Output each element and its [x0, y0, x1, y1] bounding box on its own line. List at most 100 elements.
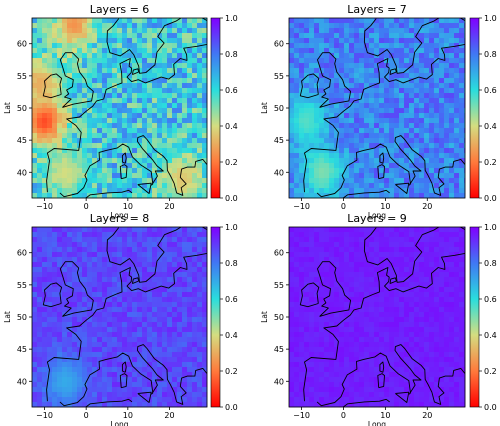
heatmap-cell	[192, 18, 198, 24]
heatmap-cell	[369, 247, 375, 253]
heatmap-cell	[384, 193, 390, 199]
heatmap-cell	[162, 88, 168, 94]
heatmap-cell	[122, 322, 128, 328]
heatmap-cell	[309, 18, 315, 24]
coastline	[379, 152, 385, 164]
heatmap-cell	[42, 43, 48, 49]
heatmap-cell	[434, 33, 440, 39]
heatmap-cell	[409, 78, 415, 84]
heatmap-cell	[309, 282, 315, 288]
heatmap-cell	[344, 158, 350, 164]
heatmap-cell	[162, 322, 168, 328]
heatmap-cell	[147, 312, 153, 318]
heatmap-cell	[389, 123, 395, 129]
heatmap-cell	[324, 367, 330, 373]
heatmap-cell	[354, 267, 360, 273]
heatmap-cell	[202, 133, 208, 139]
heatmap-cell	[127, 342, 133, 348]
heatmap-cell	[364, 128, 370, 134]
heatmap-cell	[294, 53, 300, 59]
heatmap-cell	[132, 382, 138, 388]
heatmap-cell	[112, 267, 118, 273]
heatmap-cell	[419, 138, 425, 144]
heatmap-cell	[167, 78, 173, 84]
heatmap-cell	[72, 352, 78, 358]
heatmap-cell	[132, 237, 138, 243]
heatmap-cell	[449, 78, 455, 84]
heatmap-cell	[359, 193, 365, 199]
heatmap-cell	[172, 317, 178, 323]
heatmap-cell	[147, 48, 153, 54]
heatmap-cell	[82, 262, 88, 268]
heatmap-cell	[429, 153, 435, 159]
heatmap-cell	[324, 28, 330, 34]
heatmap-cell	[379, 377, 385, 383]
heatmap-cell	[182, 58, 188, 64]
heatmap-cell	[394, 372, 400, 378]
heatmap-cell	[379, 78, 385, 84]
heatmap-cell	[127, 327, 133, 333]
heatmap-cell	[82, 83, 88, 89]
heatmap-cell	[379, 397, 385, 403]
heatmap-cell	[187, 332, 193, 338]
heatmap-cell	[379, 188, 385, 194]
heatmap-cell	[32, 83, 38, 89]
heatmap-cell	[364, 367, 370, 373]
heatmap-cell	[132, 292, 138, 298]
heatmap-cell	[72, 332, 78, 338]
heatmap-cell	[294, 83, 300, 89]
heatmap-cell	[359, 98, 365, 104]
heatmap-cell	[197, 73, 203, 79]
heatmap-cell	[444, 33, 450, 39]
heatmap-cell	[419, 133, 425, 139]
heatmap-cell	[384, 257, 390, 263]
heatmap-cell	[202, 153, 208, 159]
heatmap-cell	[409, 342, 415, 348]
heatmap-cell	[202, 63, 208, 69]
heatmap-cell	[102, 367, 108, 373]
heatmap-cell	[62, 53, 68, 59]
heatmap-cell	[314, 68, 320, 74]
heatmap-cell	[369, 267, 375, 273]
heatmap-cell	[304, 382, 310, 388]
heatmap-cell	[399, 262, 405, 268]
heatmap-cell	[67, 347, 73, 353]
heatmap-cell	[162, 153, 168, 159]
heatmap-cell	[409, 98, 415, 104]
heatmap-cell	[137, 23, 143, 29]
heatmap-cell	[122, 38, 128, 44]
heatmap-cell	[319, 267, 325, 273]
heatmap-cell	[82, 58, 88, 64]
heatmap-cell	[57, 392, 63, 398]
heatmap-cell	[294, 357, 300, 363]
heatmap-cell	[384, 287, 390, 293]
heatmap-cell	[42, 113, 48, 119]
heatmap-cell	[304, 267, 310, 273]
heatmap-cell	[314, 78, 320, 84]
heatmap-cell	[369, 153, 375, 159]
heatmap-cell	[309, 362, 315, 368]
heatmap-cell	[324, 377, 330, 383]
heatmap-cell	[67, 227, 73, 233]
heatmap-cell	[82, 103, 88, 109]
heatmap-cell	[369, 282, 375, 288]
heatmap-cell	[182, 148, 188, 154]
heatmap-cell	[424, 148, 430, 154]
heatmap-cell	[192, 43, 198, 49]
heatmap-cell	[137, 58, 143, 64]
heatmap-cell	[182, 362, 188, 368]
heatmap-cell	[379, 392, 385, 398]
heatmap-cell	[404, 68, 410, 74]
heatmap-cell	[107, 143, 113, 149]
heatmap-cell	[157, 397, 163, 403]
heatmap-cell	[92, 68, 98, 74]
heatmap-cell	[459, 183, 465, 189]
heatmap-cell	[304, 272, 310, 278]
heatmap-cell	[389, 332, 395, 338]
heatmap-cell	[414, 247, 420, 253]
heatmap-cell	[97, 242, 103, 248]
heatmap-cell	[112, 103, 118, 109]
heatmap-cell	[404, 322, 410, 328]
heatmap-cell	[339, 332, 345, 338]
heatmap-cell	[82, 402, 88, 408]
